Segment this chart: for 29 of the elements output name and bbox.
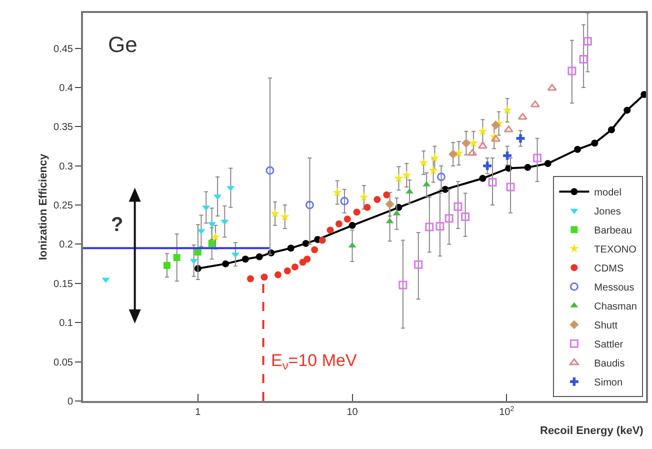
- legend-label: model: [594, 188, 622, 199]
- y-tick-label: 0.3: [59, 161, 74, 172]
- annotation: ?: [111, 214, 124, 236]
- y-tick-label: 0.45: [54, 44, 74, 55]
- y-tick-label: 0.1: [59, 318, 74, 330]
- legend-label: Barbeau: [594, 226, 632, 237]
- y-tick-label: 0.2: [59, 240, 74, 251]
- y-tick-label: 0: [67, 396, 74, 408]
- y-tick-label: 0.25: [54, 200, 74, 212]
- y-axis-title: Ionization Efficiency: [38, 152, 50, 260]
- y-tick-label: 0.05: [54, 357, 74, 368]
- legend-label: TEXONO: [594, 244, 637, 256]
- legend-label: Messous: [594, 282, 634, 294]
- x-tick-label: 10$^{2}$: [499, 406, 514, 418]
- legend-label: Sattler: [594, 340, 624, 351]
- legend-label: CDMS: [594, 264, 624, 275]
- x-tick-label: 1: [195, 407, 202, 418]
- legend-label: Simon: [594, 378, 623, 389]
- annotation: E$_{ν}$=10 MeV: [271, 351, 358, 373]
- legend-label: Shutt: [594, 320, 618, 332]
- x-tick-label: 10: [346, 407, 358, 418]
- x-axis-title: Recoil Energy (keV): [540, 425, 644, 437]
- y-tick-label: 0.15: [54, 278, 74, 290]
- legend-label: Jones: [594, 206, 621, 218]
- legend-label: Chasman: [594, 302, 637, 313]
- legend-label: Baudis: [594, 358, 625, 370]
- annotation: Ge: [108, 32, 138, 57]
- y-tick-label: 0.35: [54, 122, 74, 134]
- y-tick-label: 0.4: [59, 82, 74, 94]
